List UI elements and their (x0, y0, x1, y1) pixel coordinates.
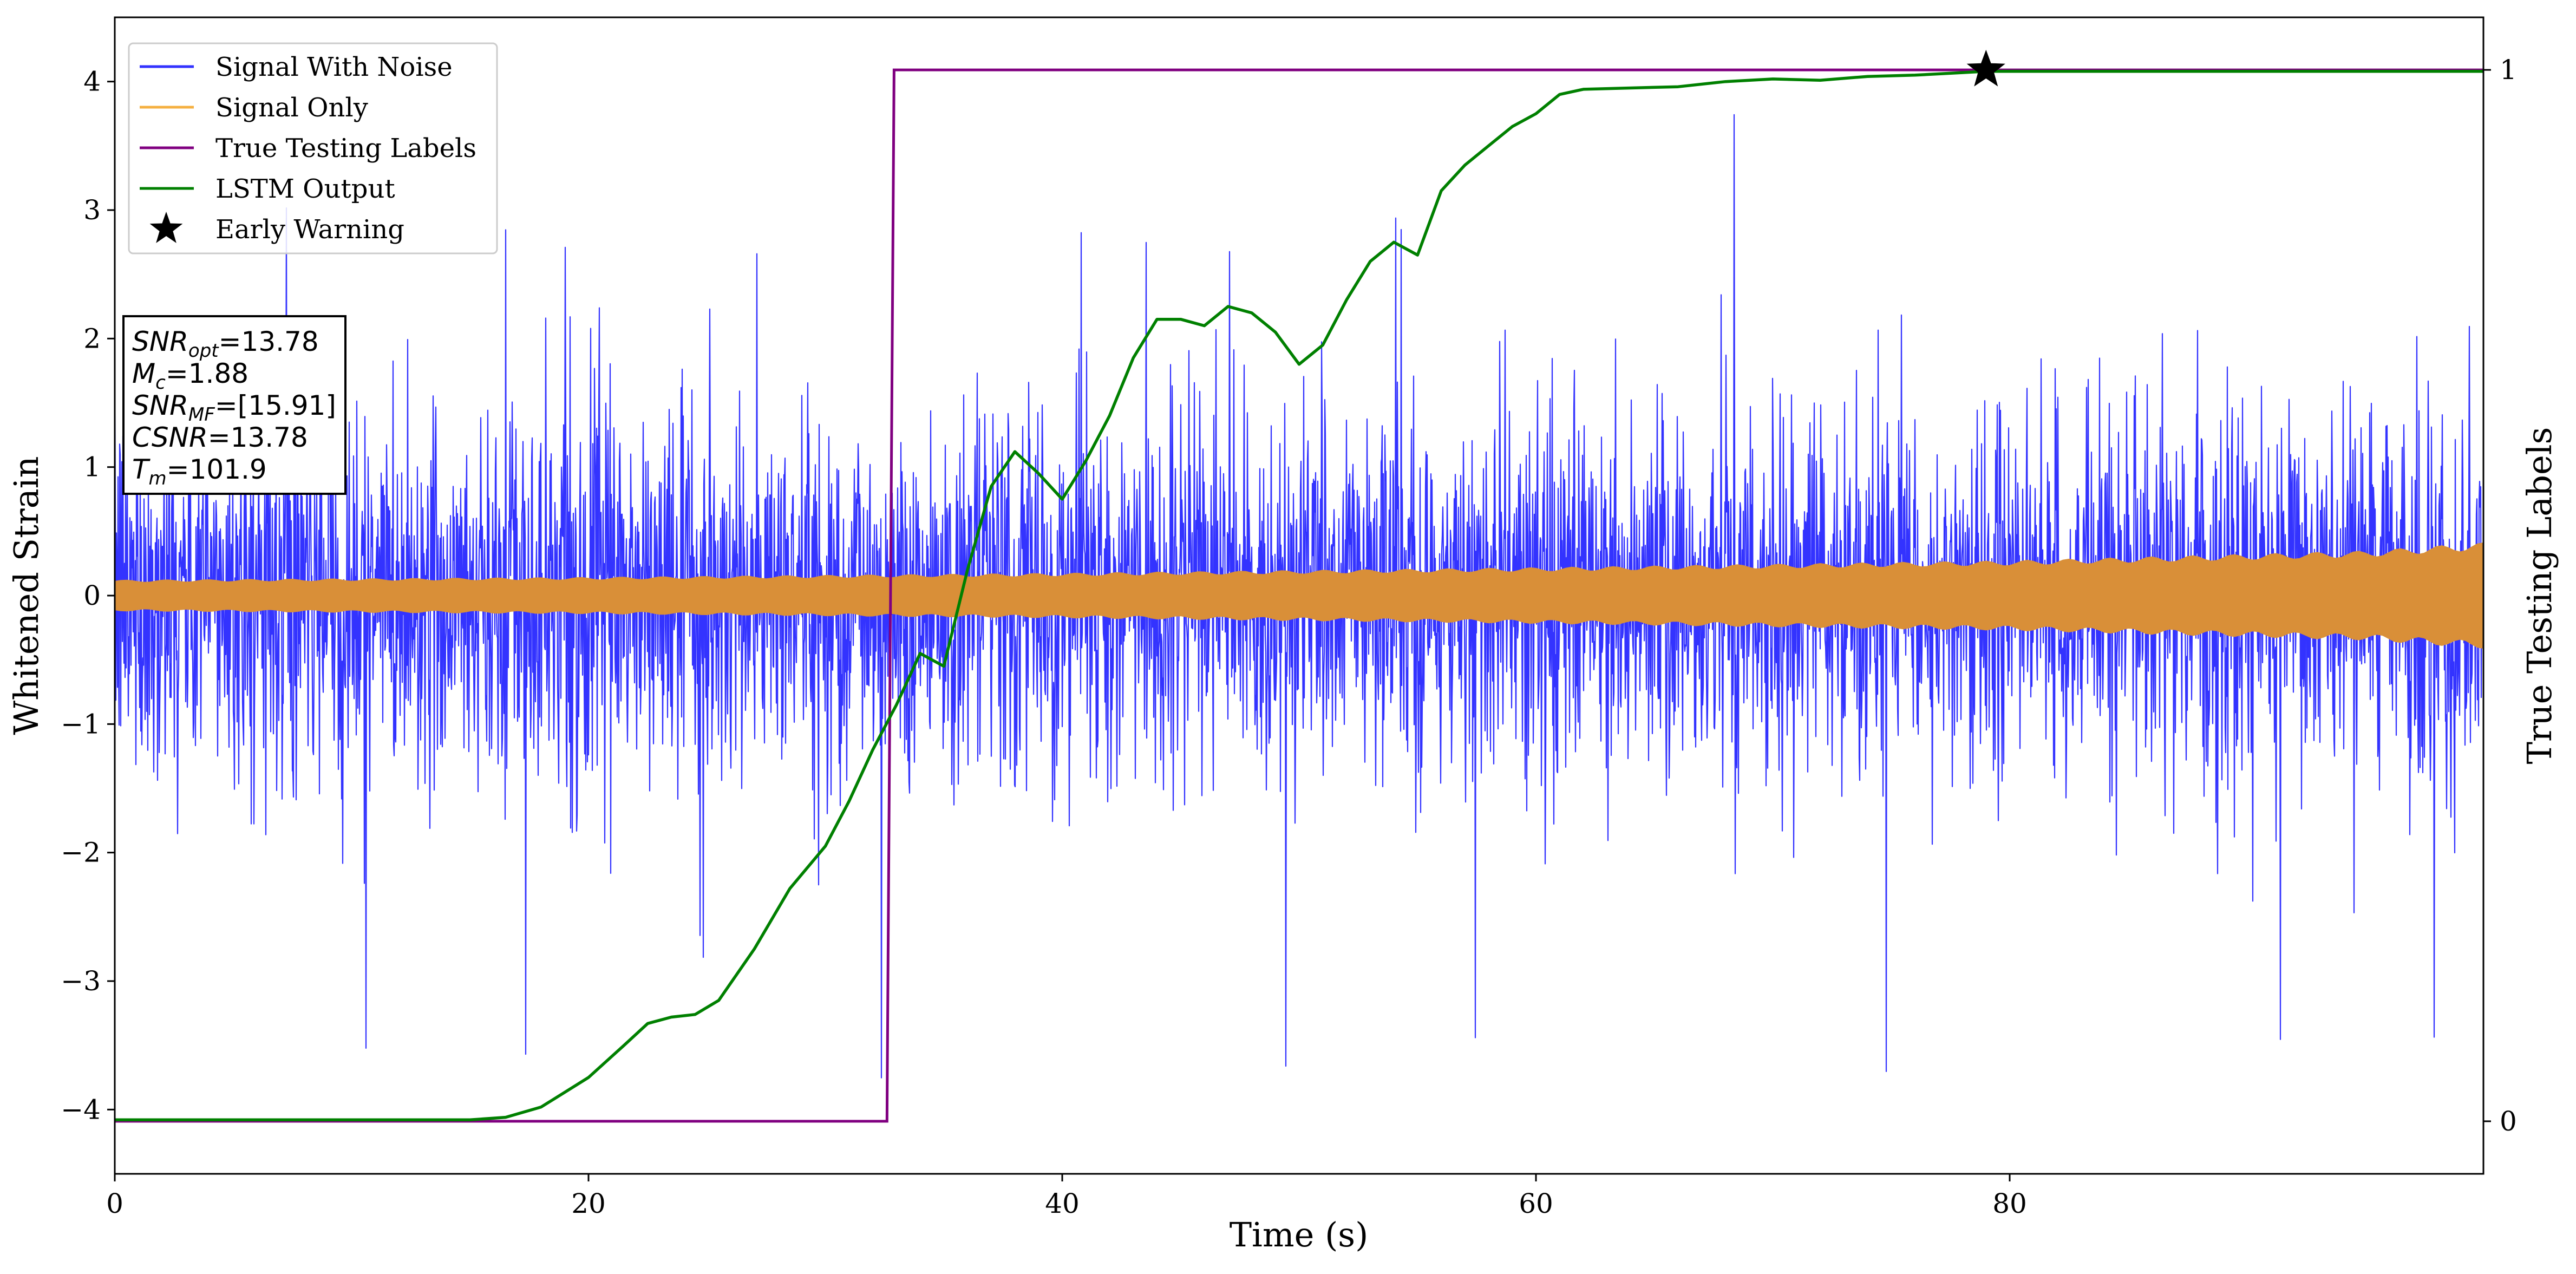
y-axis-ticks: −4 −3 −2 −1 0 1 2 3 4 (61, 66, 115, 1125)
annotation-line: Mc=1.88 (132, 358, 249, 394)
legend-label: Signal Only (215, 93, 368, 123)
lstm-output-line (115, 69, 2483, 1122)
series-lstm-output (115, 69, 2483, 1122)
y-tick-label: −2 (61, 837, 101, 868)
y-tick-label: −1 (61, 708, 101, 740)
y-right-axis-ticks: 01 (2483, 54, 2517, 1137)
legend-star-icon (149, 212, 183, 243)
y-tick-label: 3 (83, 194, 101, 226)
y-right-tick-label: 1 (2500, 54, 2517, 86)
signal-only-band (115, 542, 2483, 649)
x-tick-label: 0 (106, 1188, 123, 1219)
x-tick-label: 60 (1519, 1188, 1553, 1219)
y-right-axis-label: True Testing Labels (2520, 427, 2559, 765)
annotation-box: SNRopt=13.78Mc=1.88SNRMF=[15.91]CSNR=13.… (122, 315, 346, 495)
annotation-frame (122, 315, 346, 495)
legend-label: Signal With Noise (215, 52, 453, 82)
y-right-tick-label: 0 (2500, 1106, 2517, 1137)
annotation-line: Tm=101.9 (132, 454, 267, 489)
legend-label: Early Warning (215, 214, 404, 245)
x-tick-label: 40 (1045, 1188, 1080, 1219)
series-true-testing-labels (115, 68, 2483, 1123)
early-warning-marker (1966, 49, 2005, 87)
x-tick-label: 20 (571, 1188, 606, 1219)
x-axis-ticks: 0 20 40 60 80 (106, 1174, 2027, 1219)
y-tick-label: 2 (83, 323, 101, 354)
y-axis-label: Whitened Strain (6, 456, 46, 735)
legend-frame (128, 42, 498, 254)
legend: Signal With Noise Signal Only True Testing… (128, 42, 498, 254)
legend-label: True Testing Labels (215, 133, 476, 164)
y-tick-label: 0 (83, 580, 101, 611)
y-tick-label: 1 (83, 452, 101, 483)
x-tick-label: 80 (1992, 1188, 2027, 1219)
y-tick-label: −4 (61, 1094, 101, 1125)
legend-label: LSTM Output (215, 174, 395, 204)
series-signal-only (115, 542, 2483, 649)
plot-area (115, 49, 2483, 1123)
y-tick-label: −3 (61, 965, 101, 997)
y-tick-label: 4 (83, 66, 101, 97)
annotation-line: SNRopt=13.78 (132, 326, 319, 362)
early-warning-markers (1966, 49, 2005, 87)
annotation-line: CSNR=13.78 (132, 422, 308, 453)
true-testing-labels-line (115, 68, 2483, 1123)
annotation-line: SNRMF=[15.91] (132, 390, 336, 426)
x-axis-label: Time (s) (1230, 1215, 1369, 1255)
